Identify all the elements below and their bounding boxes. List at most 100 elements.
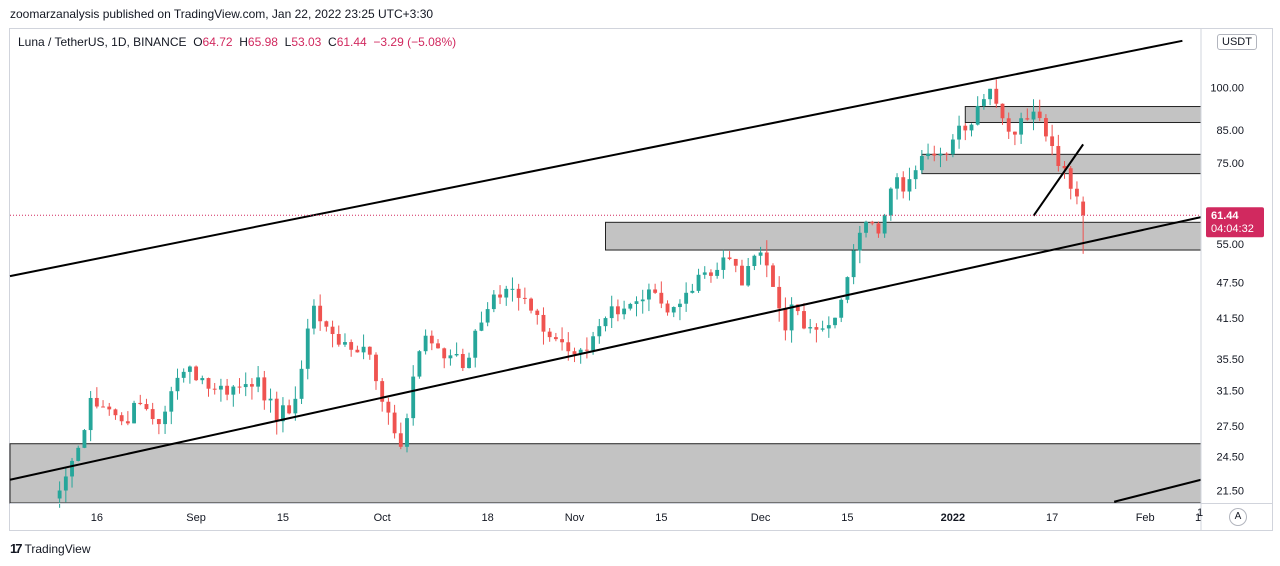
candle-body bbox=[274, 398, 279, 422]
candle-body bbox=[584, 349, 589, 351]
publisher-line: zoomarzanalysis published on TradingView… bbox=[10, 7, 434, 21]
candle-body bbox=[1043, 118, 1048, 137]
candle-body bbox=[802, 311, 806, 329]
candle-body bbox=[510, 288, 515, 290]
tradingview-logo-icon: 17 bbox=[10, 541, 23, 556]
candle-body bbox=[429, 335, 434, 344]
candle-body bbox=[597, 326, 602, 337]
candle-body bbox=[640, 299, 645, 302]
candle-body bbox=[386, 401, 391, 413]
candle-body bbox=[671, 307, 676, 313]
candle-body bbox=[777, 286, 782, 309]
candle-body bbox=[231, 386, 236, 395]
candle-body bbox=[1056, 146, 1061, 166]
y-tick-label: 31.50 bbox=[1216, 385, 1244, 397]
candle-body bbox=[839, 299, 844, 318]
x-tick-label: Oct bbox=[374, 512, 391, 524]
candle-body bbox=[94, 397, 99, 407]
y-tick-label: 75.00 bbox=[1216, 158, 1244, 170]
candle-body bbox=[423, 335, 428, 352]
candle-body bbox=[1000, 103, 1005, 119]
candle-body bbox=[498, 294, 502, 298]
candle-body bbox=[293, 398, 298, 414]
candle-body bbox=[281, 405, 285, 422]
candle-body bbox=[851, 250, 856, 278]
candle-body bbox=[727, 257, 732, 259]
candle-body bbox=[330, 326, 335, 335]
candle-body bbox=[696, 274, 701, 291]
last-price-tag bbox=[1206, 207, 1264, 238]
candle-body bbox=[702, 272, 707, 275]
candle-body bbox=[740, 265, 744, 286]
candle-body bbox=[324, 321, 329, 327]
x-tick-label: 15 bbox=[277, 512, 289, 524]
candle-body bbox=[485, 309, 490, 323]
candle-body bbox=[448, 355, 453, 359]
legend-open: 64.72 bbox=[202, 35, 233, 49]
candle-body bbox=[926, 153, 930, 157]
candle-body bbox=[479, 322, 484, 331]
candle-body bbox=[634, 301, 639, 304]
candle-body bbox=[132, 402, 136, 424]
y-tick-label: 27.50 bbox=[1216, 421, 1244, 433]
candle-body bbox=[957, 125, 962, 140]
candle-body bbox=[950, 139, 955, 155]
x-tick-label: 2022 bbox=[941, 512, 965, 524]
candle-body bbox=[969, 124, 974, 131]
candle-body bbox=[411, 376, 416, 419]
candle-body bbox=[653, 289, 658, 293]
currency-button[interactable]: USDT bbox=[1217, 34, 1257, 50]
candle-body bbox=[690, 290, 695, 293]
candle-body bbox=[467, 357, 471, 369]
support-resistance-zone bbox=[9, 443, 1202, 504]
candle-body bbox=[125, 421, 130, 424]
legend-low: 53.03 bbox=[291, 35, 322, 49]
candle-body bbox=[876, 223, 881, 234]
candle-body bbox=[1062, 165, 1067, 169]
legend-change: −3.29 (−5.08%) bbox=[373, 35, 457, 49]
candle-body bbox=[144, 404, 149, 410]
candle-body bbox=[405, 418, 409, 447]
candle-body bbox=[783, 308, 788, 331]
auto-scale-button[interactable]: A bbox=[1229, 508, 1247, 526]
candle-body bbox=[442, 348, 447, 359]
x-tick-label: Nov bbox=[565, 512, 585, 524]
candle-body bbox=[1031, 111, 1036, 120]
candle-body bbox=[845, 277, 850, 300]
candle-body bbox=[113, 409, 118, 416]
candle-body bbox=[343, 342, 347, 345]
candle-body bbox=[864, 221, 868, 233]
x-tick-label: 15 bbox=[841, 512, 853, 524]
candle-body bbox=[200, 378, 205, 381]
candle-body bbox=[318, 305, 323, 322]
legend-symbol: Luna / TetherUS, 1D, BINANCE bbox=[18, 35, 187, 49]
candle-body bbox=[988, 88, 993, 100]
y-tick-label: 47.50 bbox=[1216, 278, 1244, 290]
candle-body bbox=[659, 292, 664, 304]
trendline bbox=[9, 39, 1183, 278]
y-tick-label: 41.50 bbox=[1216, 313, 1244, 325]
x-tick-label: 1 bbox=[1195, 512, 1201, 524]
candle-body bbox=[88, 397, 93, 431]
candle-body bbox=[603, 318, 608, 327]
legend-close: 61.44 bbox=[336, 35, 367, 49]
candle-body bbox=[591, 336, 596, 351]
legend-high-label: H bbox=[239, 35, 248, 49]
candle-body bbox=[622, 308, 627, 315]
legend-close-label: C bbox=[328, 35, 337, 49]
candle-body bbox=[206, 378, 211, 389]
trendline bbox=[1113, 478, 1202, 503]
candle-body bbox=[746, 266, 751, 286]
candle-body bbox=[764, 252, 769, 266]
candle-body bbox=[609, 306, 614, 319]
candle-body bbox=[187, 366, 192, 372]
y-tick-label: 35.50 bbox=[1216, 354, 1244, 366]
candle-body bbox=[256, 377, 261, 387]
candle-body bbox=[504, 288, 509, 298]
candle-body bbox=[380, 381, 385, 402]
candle-body bbox=[1019, 118, 1024, 135]
candle-body bbox=[1081, 201, 1086, 216]
candle-body bbox=[795, 304, 800, 312]
candle-body bbox=[888, 188, 893, 216]
